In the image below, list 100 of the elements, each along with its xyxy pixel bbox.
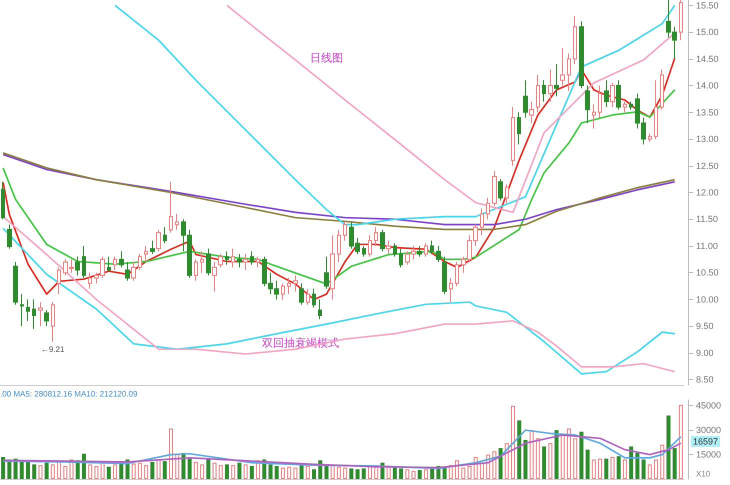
candlestick — [486, 197, 490, 220]
candlestick — [529, 101, 534, 124]
bar — [169, 428, 173, 479]
y-tick-label: 8.50 — [696, 374, 714, 385]
candlestick — [306, 288, 310, 306]
candlestick — [13, 262, 18, 306]
bar — [554, 430, 559, 479]
annotation: ←9.21 — [40, 345, 65, 354]
candlestick — [585, 85, 590, 124]
candlestick — [218, 253, 223, 268]
bar — [212, 462, 217, 479]
candlestick — [592, 104, 596, 129]
bar — [424, 469, 428, 479]
bar — [32, 464, 36, 479]
bar — [188, 458, 192, 479]
line-series — [114, 4, 676, 226]
bar — [616, 456, 621, 479]
candlestick — [107, 256, 111, 271]
candlestick — [212, 262, 217, 292]
candlestick — [505, 184, 509, 204]
candlestick — [598, 85, 602, 118]
candlestick — [455, 262, 459, 287]
y-tick-label: 9.00 — [696, 348, 714, 358]
candlestick — [436, 245, 441, 263]
candlestick — [610, 82, 615, 108]
y-tick-label: 30000 — [696, 425, 722, 436]
candlestick — [150, 240, 155, 254]
bar — [26, 461, 30, 479]
bar — [418, 470, 422, 479]
bar — [648, 464, 652, 479]
bar — [63, 466, 68, 479]
bar — [231, 465, 236, 479]
candlestick — [287, 278, 291, 295]
bar — [461, 468, 466, 479]
candlestick — [243, 253, 248, 271]
candlestick — [312, 288, 316, 308]
bar — [517, 420, 522, 479]
candlestick — [368, 234, 372, 258]
bar — [672, 448, 677, 479]
candlestick — [299, 282, 304, 306]
text: 16597 — [693, 436, 718, 446]
candlestick — [542, 80, 546, 102]
candlestick — [206, 248, 211, 276]
bar — [1, 457, 6, 479]
candlestick — [44, 310, 49, 327]
candlestick — [200, 250, 204, 274]
candlestick — [330, 234, 335, 300]
bar — [44, 462, 49, 479]
bar — [368, 466, 372, 479]
candlestick — [511, 106, 515, 166]
y-tick-label: 45000 — [696, 400, 722, 411]
bar — [579, 432, 584, 479]
candlestick — [536, 74, 540, 113]
candlestick — [337, 229, 341, 263]
text: X10 — [696, 470, 711, 478]
bar — [523, 440, 528, 479]
candlestick — [250, 250, 254, 266]
bar — [412, 470, 416, 479]
bar — [642, 459, 646, 479]
bar — [343, 468, 348, 479]
candlestick — [554, 64, 559, 97]
candlestick — [560, 48, 565, 86]
candlestick — [660, 69, 664, 110]
candlestick — [399, 248, 403, 268]
candlestick — [26, 298, 30, 322]
bar — [498, 448, 503, 479]
y-tick-label: 13.00 — [696, 134, 719, 144]
bar — [405, 469, 410, 479]
bar — [200, 464, 204, 479]
candlestick — [318, 298, 322, 320]
bar — [392, 468, 397, 479]
candlestick — [57, 266, 61, 295]
candlestick — [343, 220, 347, 242]
candlestick — [163, 226, 167, 244]
y-tick-label: 12.00 — [696, 188, 719, 198]
bar — [194, 462, 198, 479]
candlestick — [32, 298, 36, 330]
candlestick — [231, 248, 235, 268]
y-tick-label: 15.00 — [696, 27, 719, 38]
candlestick — [119, 250, 124, 268]
candlestick — [51, 302, 55, 342]
candlestick — [131, 262, 136, 282]
y-tick-label: 15000 — [696, 450, 722, 460]
bar — [678, 404, 683, 479]
bar — [20, 462, 24, 479]
candlestick — [616, 80, 621, 110]
bar — [666, 415, 670, 479]
candlestick — [548, 69, 553, 102]
y-tick-label: 10.00 — [696, 294, 719, 304]
bar — [268, 464, 272, 479]
candlestick — [237, 253, 242, 268]
candlestick — [175, 213, 179, 230]
bar — [455, 460, 460, 479]
bar — [399, 468, 404, 479]
bar — [156, 459, 161, 479]
bar — [306, 466, 310, 479]
candlestick — [648, 133, 652, 142]
candlestick — [393, 242, 397, 258]
bar — [312, 469, 316, 479]
candlestick — [579, 20, 584, 89]
